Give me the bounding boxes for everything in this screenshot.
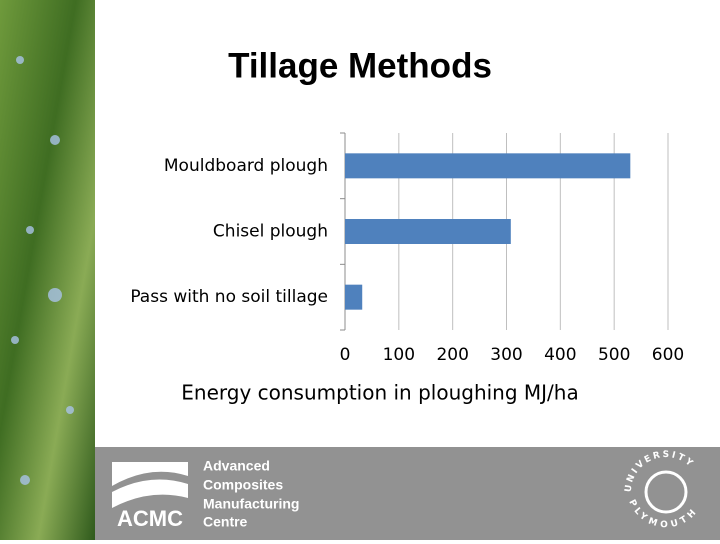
y-tick-label: Mouldboard plough bbox=[164, 156, 328, 176]
x-tick-label: 400 bbox=[544, 345, 576, 365]
acmc-logo: ACMC bbox=[112, 462, 188, 531]
logo-text: ACMC bbox=[117, 506, 183, 531]
university-emblem bbox=[644, 470, 688, 514]
chart-title: Tillage Methods bbox=[228, 46, 492, 85]
flowers bbox=[11, 56, 74, 485]
x-tick-label: 100 bbox=[383, 345, 415, 365]
x-tick-label: 300 bbox=[490, 345, 522, 365]
y-tick-label: Pass with no soil tillage bbox=[130, 287, 328, 307]
bar bbox=[345, 153, 631, 179]
bar bbox=[345, 284, 363, 310]
logo-line: Composites bbox=[203, 477, 283, 493]
logo-line: Centre bbox=[203, 514, 248, 530]
x-axis-label: Energy consumption in ploughing MJ/ha bbox=[181, 381, 578, 405]
x-tick-label: 0 bbox=[340, 345, 351, 365]
bar bbox=[345, 219, 511, 244]
y-tick-label: Chisel plough bbox=[213, 222, 328, 242]
grass-strip bbox=[0, 0, 95, 540]
x-tick-label: 500 bbox=[598, 345, 630, 365]
logo-line: Manufacturing bbox=[203, 496, 299, 512]
logo-line: Advanced bbox=[203, 458, 270, 474]
footer-band bbox=[95, 447, 720, 540]
x-tick-label: 200 bbox=[436, 345, 468, 365]
x-tick-label: 600 bbox=[652, 345, 684, 365]
